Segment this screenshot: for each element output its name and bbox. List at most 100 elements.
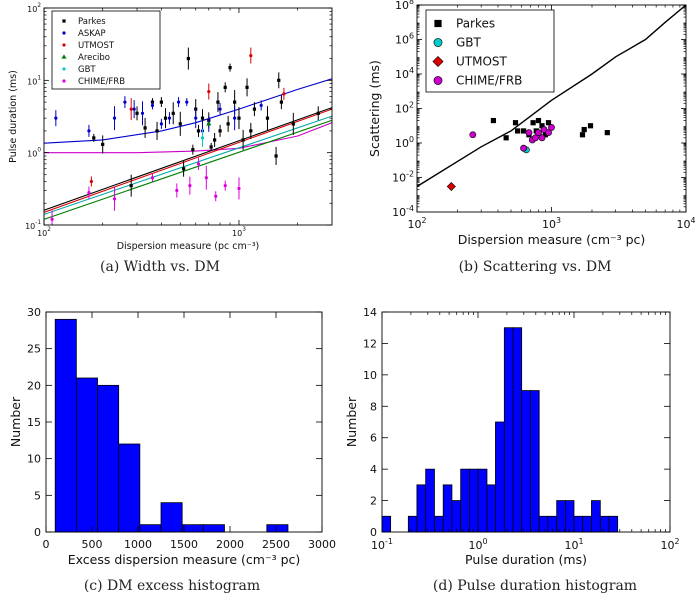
legend-marker [433,38,443,47]
data-point [92,136,96,140]
data-point [188,184,192,188]
data-point [218,107,222,111]
data-point [178,122,182,126]
data-point [512,120,519,126]
model-curve [44,107,332,211]
legend-marker [62,19,66,23]
legend-label: GBT [78,65,96,75]
histogram-bar [547,515,558,533]
legend-label: ASKAP [78,29,106,39]
y-tick-label-exp: 2 [37,3,41,9]
data-point [87,129,91,133]
data-point [185,100,189,104]
data-point [446,181,456,192]
histogram-bar [530,390,540,533]
histogram-bar [460,468,470,533]
series-parkes [92,47,320,197]
y-tick-label: 25 [27,343,41,356]
data-point [191,148,195,152]
data-point [237,116,241,120]
model-curve [44,115,332,215]
histogram-bar [451,500,462,533]
y-tick-label-exp: 0 [409,135,414,144]
data-point [159,100,163,104]
data-point [520,144,527,152]
y-tick-label: 10-4 [392,204,414,219]
y-tick-label: 0 [34,526,41,539]
data-point [538,134,546,142]
series-utmost [89,47,286,187]
legend-box [51,10,161,90]
y-axis-label: Number [344,396,359,447]
plot-area [417,5,686,192]
data-point [274,154,278,158]
y-tick-label-base: 10 [392,172,406,185]
histogram-bar [54,318,77,533]
data-point [150,103,155,108]
data-point [200,136,205,140]
data-point [112,197,117,201]
legend-label: Arecibo [78,53,110,63]
model-curve [44,119,332,220]
x-tick-label: 103 [542,216,561,231]
data-point [175,188,179,193]
data-point [241,138,245,142]
x-tick-label: 103 [232,227,246,238]
data-point [228,65,232,70]
data-point [530,120,536,126]
plot-frame [43,7,333,226]
histogram-bar [97,384,120,533]
y-tick-label: 102 [27,3,41,14]
histogram-bar [407,515,418,533]
data-point [532,134,539,142]
bars [54,318,289,533]
bars [381,327,619,533]
x-tick-label: 101 [564,537,583,552]
y-tick-label-base: 10 [27,150,37,159]
x-tick-label-exp: -1 [385,537,393,546]
legend-marker [62,79,66,83]
x-tick-label: 102 [407,216,426,231]
y-tick-label: 10 [27,453,41,466]
y-tick-label-base: 10 [395,137,409,150]
data-point [129,184,133,188]
caption-b: (b) Scattering vs. DM [459,259,612,275]
legend-label: GBT [456,36,482,50]
legend-label: Parkes [78,17,106,27]
series-arecibo [206,121,212,126]
y-tick-label: 8 [370,400,377,413]
histogram-bar [477,468,488,533]
data-point [469,131,477,139]
data-point [252,107,257,111]
data-point [316,111,320,115]
y-tick-label-exp: 6 [409,32,414,41]
y-tick-label: 10-1 [25,220,41,231]
data-point [182,167,186,171]
y-tick-label: 100 [27,148,41,159]
data-point [249,53,253,58]
data-point [282,92,286,96]
data-point [123,100,127,104]
legend-label: CHIME/FRB [456,74,522,88]
y-tick-label: 6 [370,432,377,445]
y-tick-label: 0 [370,526,377,539]
x-tick-label-exp: 3 [556,216,561,225]
y-tick-label: 30 [27,306,41,319]
histogram-bar [573,515,584,533]
data-point [204,176,208,180]
histogram-bar [599,515,610,533]
data-point [223,184,227,188]
y-tick-label: 15 [27,416,41,429]
x-tick-label: 3000 [308,538,336,551]
series-chime-frb [469,124,555,152]
legend-label: Parkes [456,17,495,31]
y-tick-label: 101 [27,75,41,86]
data-point [535,117,542,124]
y-axis-label: Pulse duration (ms) [8,70,19,163]
x-tick-label-exp: 0 [482,537,487,546]
data-point [150,176,155,180]
histogram-bar [469,468,479,533]
data-point [143,126,147,130]
histogram-bar [512,327,523,533]
